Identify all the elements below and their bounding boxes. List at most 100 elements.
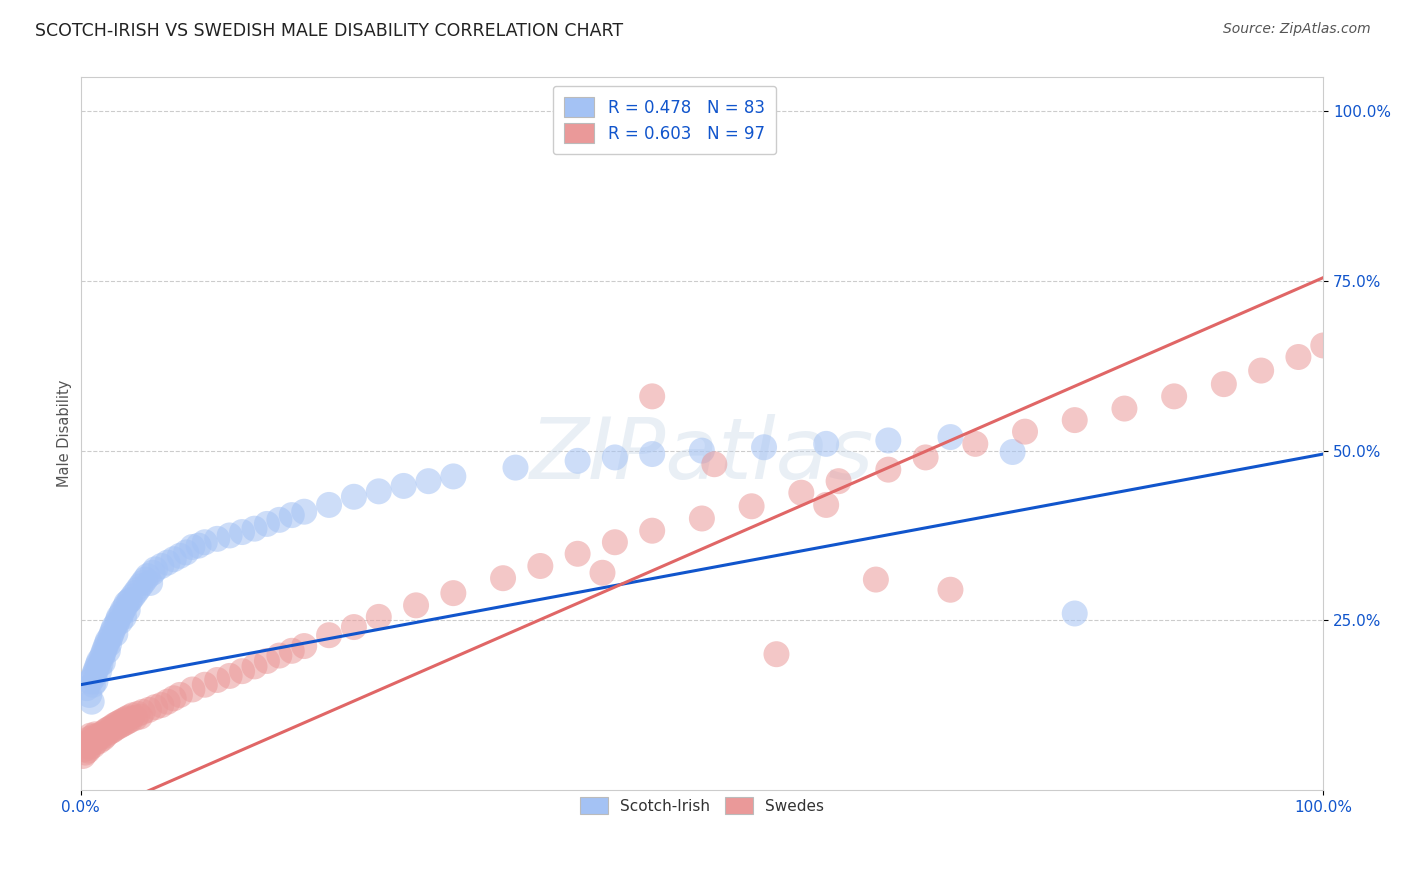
Point [86, 661, 108, 675]
Point [567, 454, 589, 468]
Point [136, 569, 159, 583]
Point [592, 566, 614, 580]
Point [492, 571, 515, 585]
Point [281, 644, 304, 658]
Point [96, 723, 118, 738]
Point [139, 576, 162, 591]
Point [80, 734, 103, 748]
Point [110, 615, 132, 629]
Point [1063, 413, 1085, 427]
Point [218, 528, 240, 542]
Point [163, 552, 186, 566]
Point [1014, 425, 1036, 439]
Point [752, 440, 775, 454]
Point [90, 650, 112, 665]
Point [1312, 338, 1334, 352]
Point [98, 637, 121, 651]
Point [127, 706, 149, 721]
Point [114, 715, 136, 730]
Point [281, 508, 304, 522]
Point [89, 657, 111, 672]
Point [156, 695, 179, 709]
Point [194, 535, 217, 549]
Point [815, 437, 838, 451]
Point [174, 545, 197, 559]
Point [89, 664, 111, 678]
Point [205, 532, 228, 546]
Point [765, 647, 787, 661]
Point [418, 474, 440, 488]
Point [641, 389, 664, 403]
Point [129, 579, 152, 593]
Point [641, 447, 664, 461]
Point [815, 498, 838, 512]
Point [169, 549, 191, 563]
Point [77, 735, 100, 749]
Point [76, 681, 98, 695]
Point [939, 430, 962, 444]
Point [93, 725, 115, 739]
Point [367, 484, 389, 499]
Point [343, 620, 366, 634]
Point [91, 731, 114, 746]
Point [84, 664, 107, 678]
Point [103, 620, 125, 634]
Point [441, 469, 464, 483]
Point [79, 737, 101, 751]
Point [90, 727, 112, 741]
Point [790, 485, 813, 500]
Point [124, 586, 146, 600]
Text: Source: ZipAtlas.com: Source: ZipAtlas.com [1223, 22, 1371, 37]
Point [107, 613, 129, 627]
Y-axis label: Male Disability: Male Disability [58, 380, 72, 487]
Point [292, 639, 315, 653]
Point [82, 730, 104, 744]
Text: SCOTCH-IRISH VS SWEDISH MALE DISABILITY CORRELATION CHART: SCOTCH-IRISH VS SWEDISH MALE DISABILITY … [35, 22, 623, 40]
Point [84, 727, 107, 741]
Point [121, 708, 143, 723]
Point [82, 678, 104, 692]
Point [101, 723, 124, 738]
Point [118, 710, 141, 724]
Point [529, 559, 551, 574]
Point [877, 434, 900, 448]
Point [87, 657, 110, 672]
Point [218, 669, 240, 683]
Point [97, 633, 120, 648]
Point [104, 721, 127, 735]
Text: ZIPatlas: ZIPatlas [530, 414, 875, 497]
Point [143, 700, 166, 714]
Point [111, 717, 134, 731]
Point [1286, 350, 1309, 364]
Point [939, 582, 962, 597]
Point [108, 715, 131, 730]
Point [86, 731, 108, 746]
Point [1063, 607, 1085, 621]
Point [75, 746, 97, 760]
Point [79, 729, 101, 743]
Point [243, 522, 266, 536]
Point [97, 726, 120, 740]
Point [603, 450, 626, 465]
Point [827, 474, 849, 488]
Point [110, 714, 132, 729]
Point [269, 513, 291, 527]
Point [142, 566, 165, 580]
Point [131, 576, 153, 591]
Point [98, 722, 121, 736]
Point [194, 678, 217, 692]
Point [187, 539, 209, 553]
Point [91, 647, 114, 661]
Point [318, 628, 340, 642]
Point [76, 739, 98, 753]
Point [121, 590, 143, 604]
Point [84, 674, 107, 689]
Point [567, 547, 589, 561]
Point [89, 734, 111, 748]
Point [96, 637, 118, 651]
Point [243, 659, 266, 673]
Point [124, 711, 146, 725]
Point [80, 695, 103, 709]
Point [98, 630, 121, 644]
Point [108, 610, 131, 624]
